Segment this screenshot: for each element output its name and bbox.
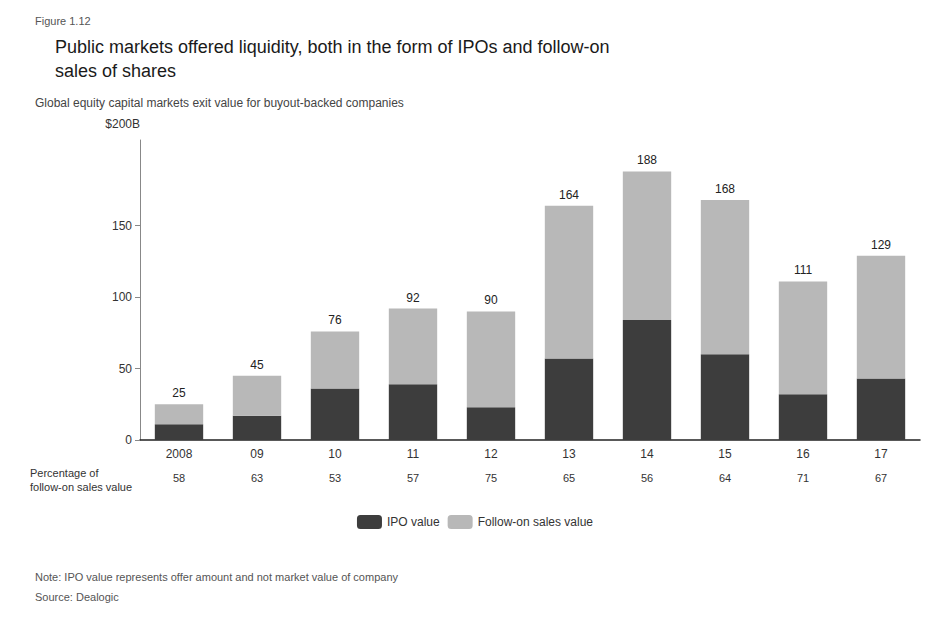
svg-text:$200B: $200B (105, 117, 140, 131)
svg-text:25: 25 (172, 386, 186, 400)
svg-text:Follow-on sales value: Follow-on sales value (478, 515, 594, 529)
svg-text:11: 11 (407, 447, 420, 461)
svg-text:58: 58 (173, 472, 185, 484)
svg-text:12: 12 (484, 447, 498, 461)
svg-text:13: 13 (562, 447, 576, 461)
svg-text:sales of shares: sales of shares (55, 61, 176, 81)
svg-text:65: 65 (563, 472, 575, 484)
svg-text:64: 64 (719, 472, 731, 484)
svg-text:150: 150 (112, 219, 132, 233)
svg-text:71: 71 (797, 472, 809, 484)
svg-text:168: 168 (715, 182, 735, 196)
svg-text:Source: Dealogic: Source: Dealogic (35, 591, 119, 603)
svg-text:164: 164 (559, 188, 579, 202)
svg-text:14: 14 (640, 447, 654, 461)
svg-text:45: 45 (250, 358, 264, 372)
svg-text:IPO value: IPO value (387, 515, 440, 529)
svg-text:17: 17 (874, 447, 888, 461)
svg-text:Note: IPO value represents off: Note: IPO value represents offer amount … (35, 571, 398, 583)
svg-text:56: 56 (641, 472, 653, 484)
svg-text:Global equity capital markets: Global equity capital markets exit value… (35, 96, 404, 110)
svg-text:follow-on sales value: follow-on sales value (30, 481, 132, 493)
svg-text:76: 76 (328, 313, 342, 327)
svg-text:75: 75 (485, 472, 497, 484)
svg-text:67: 67 (875, 472, 887, 484)
svg-text:90: 90 (484, 293, 498, 307)
svg-text:129: 129 (871, 238, 891, 252)
svg-text:09: 09 (250, 447, 264, 461)
svg-text:Public markets offered liquidi: Public markets offered liquidity, both i… (55, 37, 610, 57)
svg-text:Percentage of: Percentage of (30, 467, 99, 479)
svg-text:53: 53 (329, 472, 341, 484)
svg-text:2008: 2008 (166, 447, 193, 461)
svg-text:16: 16 (796, 447, 810, 461)
svg-text:92: 92 (406, 291, 420, 305)
svg-text:63: 63 (251, 472, 263, 484)
svg-text:50: 50 (119, 362, 133, 376)
svg-text:111: 111 (794, 263, 813, 277)
svg-text:15: 15 (718, 447, 732, 461)
svg-text:10: 10 (328, 447, 342, 461)
svg-text:188: 188 (637, 153, 657, 167)
svg-text:0: 0 (125, 433, 132, 447)
svg-text:100: 100 (112, 290, 132, 304)
svg-text:57: 57 (407, 472, 419, 484)
svg-text:Figure 1.12: Figure 1.12 (35, 15, 91, 27)
